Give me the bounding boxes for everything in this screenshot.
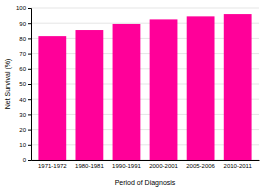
x-tick-label: 2010-2011 (224, 163, 253, 169)
bar (224, 14, 252, 160)
x-axis-line (32, 160, 260, 161)
y-tick-label: 0 (23, 157, 27, 163)
y-tick-mark (28, 54, 31, 55)
x-tick-label: 1980-1981 (75, 163, 104, 169)
x-axis: 1971-1972 1980-1981 1990-1991 2000-2001 2005… (32, 161, 260, 170)
y-tick-mark (28, 69, 31, 70)
y-tick-mark (28, 84, 31, 85)
x-tick: 1971-1972 (38, 163, 67, 169)
y-tick-mark (28, 8, 31, 9)
y-tick-mark (28, 145, 31, 146)
y-tick: 20 (19, 127, 31, 133)
x-tick-label: 1990-1991 (112, 163, 141, 169)
y-tick-mark (28, 38, 31, 39)
bars (38, 14, 251, 160)
y-tick-label: 50 (19, 81, 26, 87)
y-tick: 50 (19, 81, 31, 87)
y-axis: 0 10 20 30 40 50 60 70 80 90 100 (16, 5, 32, 163)
bar (38, 36, 66, 160)
y-tick-label: 90 (19, 21, 26, 27)
x-tick: 1990-1991 (112, 163, 141, 169)
x-axis-title: Period of Diagnosis (115, 179, 176, 187)
x-tick-label: 2000-2001 (149, 163, 178, 169)
y-tick: 70 (19, 51, 31, 57)
y-tick-mark (28, 23, 31, 24)
y-tick: 100 (16, 5, 31, 11)
chart-container: 1971-19721980-19811990-19912000-20012005… (0, 0, 267, 189)
y-tick: 30 (19, 112, 31, 118)
y-tick-label: 70 (19, 51, 26, 57)
y-tick: 10 (19, 142, 31, 148)
bar (75, 30, 103, 160)
grid (31, 8, 259, 160)
x-tick: 2010-2011 (224, 163, 253, 169)
x-tick-label: 1971-1972 (38, 163, 67, 169)
y-axis-line (28, 9, 32, 161)
y-tick-mark (28, 99, 31, 100)
x-tick: 2005-2006 (186, 163, 215, 169)
y-tick-mark (28, 130, 31, 131)
y-tick: 80 (19, 36, 31, 42)
y-axis-title: Net Survival (%) (4, 59, 12, 110)
grid-line (31, 8, 259, 9)
y-tick: 0 (23, 157, 31, 163)
y-tick-label: 80 (19, 36, 26, 42)
chart: 1971-19721980-19811990-19912000-20012005… (0, 0, 267, 189)
y-tick-label: 100 (16, 5, 27, 11)
y-tick-mark (28, 160, 31, 161)
y-tick-mark (28, 114, 31, 115)
bar (150, 19, 178, 160)
y-tick-label: 40 (19, 97, 26, 103)
bar (187, 16, 215, 160)
bar (113, 24, 141, 160)
y-tick-label: 60 (19, 66, 26, 72)
y-tick: 40 (19, 97, 31, 103)
x-tick-label: 2005-2006 (186, 163, 215, 169)
x-tick: 2000-2001 (149, 163, 178, 169)
y-tick-label: 20 (19, 127, 26, 133)
x-tick: 1980-1981 (75, 163, 104, 169)
y-tick: 90 (19, 21, 31, 27)
plot: 1971-19721980-19811990-19912000-20012005… (16, 5, 260, 169)
y-tick-label: 10 (19, 142, 26, 148)
y-tick: 60 (19, 66, 31, 72)
y-tick-label: 30 (19, 112, 26, 118)
